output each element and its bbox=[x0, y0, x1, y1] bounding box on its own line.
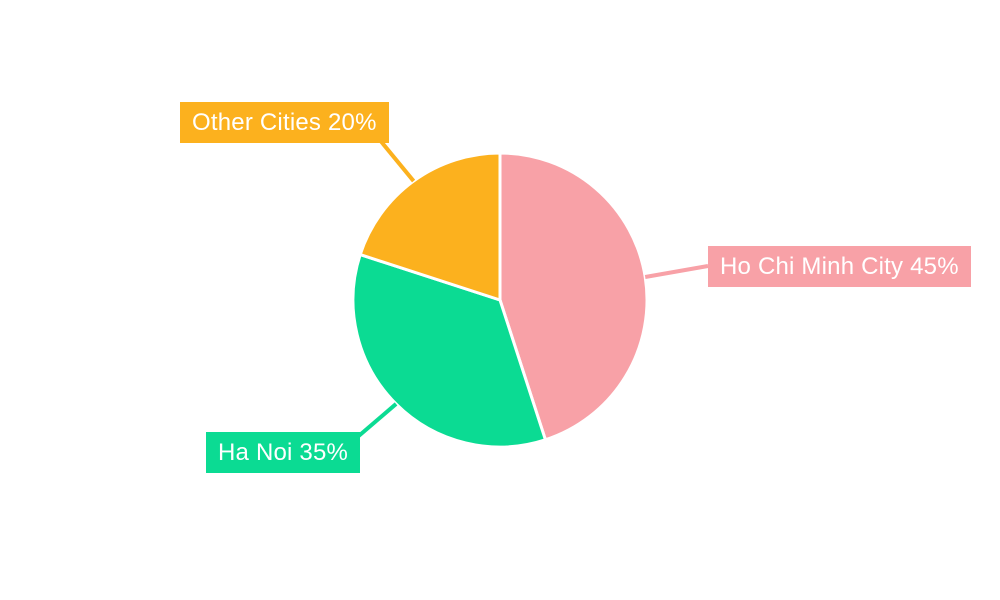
callout-label-ho-chi-minh-city[interactable]: Ho Chi Minh City 45% bbox=[708, 246, 971, 287]
callout-label-other-cities[interactable]: Other Cities 20% bbox=[180, 102, 389, 143]
callout-label-ha-noi[interactable]: Ha Noi 35% bbox=[206, 432, 361, 473]
pie-slice-other-cities[interactable] bbox=[358, 151, 502, 303]
leader-line-other-cities bbox=[377, 137, 416, 183]
leader-line-ha-noi bbox=[352, 402, 398, 442]
leader-line-ho-chi-minh-city bbox=[644, 264, 709, 279]
